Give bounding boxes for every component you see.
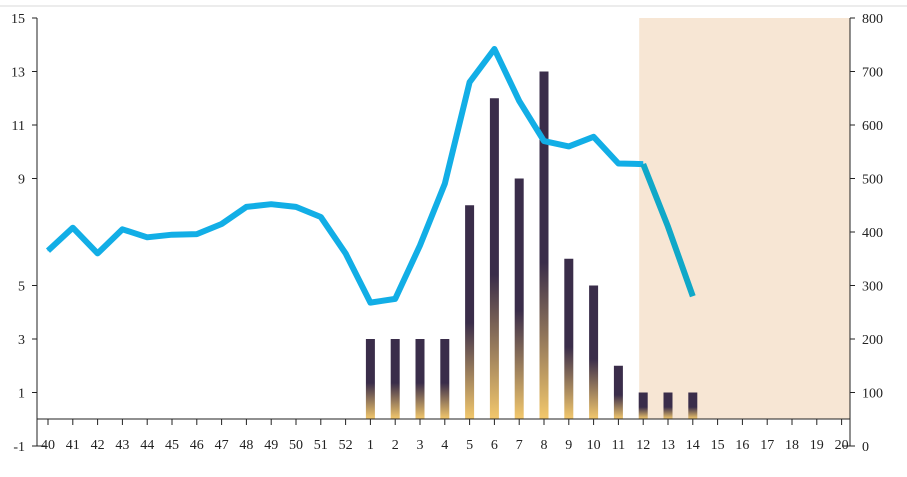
x-tick-label-45-5: 45 (165, 438, 179, 453)
x-tick-label-15-27: 15 (711, 438, 725, 453)
right-tick-label-500: 500 (862, 173, 883, 188)
bar-3-15 (415, 339, 425, 419)
line-series (45, 46, 644, 306)
bar-11-23 (613, 365, 623, 419)
left-tick-label--1: -1 (13, 440, 25, 455)
bar-9-21 (564, 258, 574, 419)
left-tick-label-13: 13 (11, 66, 25, 81)
x-tick-label-13-25: 13 (661, 438, 675, 453)
line-point-41-1 (72, 227, 74, 229)
line-point-51-11 (320, 216, 322, 218)
bar-12-24 (638, 392, 648, 419)
line-point-52-12 (345, 252, 347, 254)
line-point-47-7 (221, 223, 223, 225)
x-tick-label-10-22: 10 (587, 438, 601, 453)
left-tick-label-9: 9 (18, 173, 25, 188)
right-tick-label-100: 100 (862, 387, 883, 402)
x-tick-label-3-15: 3 (417, 438, 424, 453)
x-tick-label-11-23: 11 (612, 438, 625, 453)
x-tick-label-40-0: 40 (41, 438, 55, 453)
shaded-region-layer (639, 18, 850, 419)
x-tick-label-18-30: 18 (785, 438, 799, 453)
x-tick-label-50-10: 50 (289, 438, 303, 453)
line-point-5-17 (469, 81, 471, 83)
line-point-42-2 (97, 252, 99, 254)
left-tick-label-1: 1 (18, 387, 25, 402)
line-point-4-16 (444, 183, 446, 185)
line-point-48-8 (245, 206, 247, 208)
line-point-44-4 (146, 236, 148, 238)
x-tick-label-43-3: 43 (115, 438, 129, 453)
bar-layer (365, 71, 698, 419)
line-point-46-6 (196, 233, 198, 235)
line-point-43-3 (121, 228, 123, 230)
bar-13-25 (663, 392, 673, 419)
right-tick-label-0: 0 (862, 440, 869, 455)
x-tick-label-8-20: 8 (541, 438, 548, 453)
line-point-7-19 (518, 100, 520, 102)
x-tick-label-46-6: 46 (190, 438, 204, 453)
line-point-6-18 (493, 48, 495, 50)
x-tick-label-17-29: 17 (760, 438, 774, 453)
line-point-9-21 (568, 145, 570, 147)
line-point-45-5 (171, 234, 173, 236)
line-point-8-20 (543, 140, 545, 142)
line-point-11-23 (617, 163, 619, 165)
bar-5-17 (465, 205, 475, 419)
x-tick-label-48-8: 48 (239, 438, 253, 453)
right-tick-label-600: 600 (862, 119, 883, 134)
x-tick-label-44-4: 44 (140, 438, 154, 453)
right-tick-label-400: 400 (862, 226, 883, 241)
bar-10-22 (589, 285, 599, 419)
x-tick-label-6-18: 6 (491, 438, 498, 453)
left-tick-label-11: 11 (12, 119, 25, 134)
left-tick-label-5: 5 (18, 280, 25, 295)
line-point-1-13 (369, 302, 371, 304)
bar-1-13 (365, 339, 375, 419)
x-tick-label-4-16: 4 (441, 438, 448, 453)
line-layer (45, 46, 696, 306)
right-tick-label-800: 800 (862, 12, 883, 27)
line-point-49-9 (270, 203, 272, 205)
x-tick-label-9-21: 9 (565, 438, 572, 453)
line-point-2-14 (394, 298, 396, 300)
x-tick-label-1-13: 1 (367, 438, 374, 453)
line-point-3-15 (419, 244, 421, 246)
x-tick-label-41-1: 41 (66, 438, 80, 453)
x-tick-label-20-32: 20 (835, 438, 849, 453)
bar-4-16 (440, 339, 450, 419)
bar-14-26 (688, 392, 698, 419)
x-tick-label-2-14: 2 (392, 438, 399, 453)
x-tick-label-5-17: 5 (466, 438, 473, 453)
x-tick-label-19-31: 19 (810, 438, 824, 453)
x-tick-label-16-28: 16 (735, 438, 749, 453)
line-point-50-10 (295, 206, 297, 208)
x-tick-label-51-11: 51 (314, 438, 328, 453)
right-tick-label-300: 300 (862, 280, 883, 295)
right-tick-label-200: 200 (862, 333, 883, 348)
bar-8-20 (539, 71, 549, 419)
line-point-10-22 (593, 136, 595, 138)
line-point-12-24 (642, 163, 644, 165)
x-tick-label-42-2: 42 (91, 438, 105, 453)
x-tick-label-47-7: 47 (215, 438, 229, 453)
right-tick-label-700: 700 (862, 66, 883, 81)
line-point-40-0 (47, 250, 49, 252)
bar-7-19 (514, 178, 524, 419)
bar-6-18 (489, 98, 499, 419)
x-tick-label-52-12: 52 (339, 438, 353, 453)
line-series-projected (640, 162, 696, 298)
bar-2-14 (390, 339, 400, 419)
shaded-region (639, 18, 850, 419)
left-tick-label-15: 15 (11, 12, 25, 27)
x-tick-label-7-19: 7 (516, 438, 523, 453)
left-tick-label-3: 3 (18, 333, 25, 348)
x-tick-label-12-24: 12 (636, 438, 650, 453)
x-tick-label-14-26: 14 (686, 438, 700, 453)
x-tick-label-49-9: 49 (264, 438, 278, 453)
